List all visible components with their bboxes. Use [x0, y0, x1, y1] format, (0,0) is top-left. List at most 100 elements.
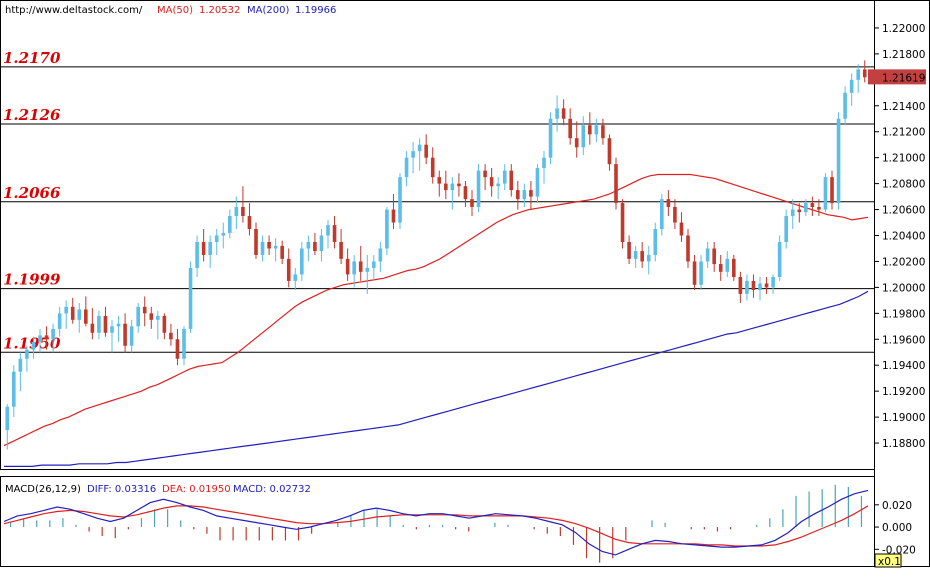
candle-128: [843, 92, 847, 119]
candle-32: [214, 235, 219, 242]
candle-50: [332, 225, 337, 242]
candle-96: [633, 251, 638, 259]
candle-35: [234, 206, 239, 217]
source-url[interactable]: http://www.deltastock.com/: [5, 5, 143, 16]
candle-52: [345, 258, 350, 275]
candle-26: [175, 339, 180, 359]
candle-70: [463, 186, 468, 200]
candle-55: [365, 267, 370, 272]
price-tick-3: 1.21200: [882, 127, 925, 139]
candle-85: [561, 108, 566, 119]
candle-22: [149, 313, 154, 320]
candle-129: [849, 79, 854, 93]
candle-124: [817, 206, 821, 210]
candle-130: [856, 69, 860, 80]
candle-80: [529, 190, 533, 197]
candle-92: [607, 138, 612, 165]
candle-9: [64, 306, 68, 314]
candle-115: [758, 283, 762, 290]
candle-46: [306, 241, 311, 249]
dea-line: [3, 505, 869, 547]
candle-24: [162, 315, 167, 333]
candle-112: [738, 277, 743, 294]
candle-77: [509, 170, 514, 191]
price-tick-12: 1.19400: [882, 360, 925, 372]
candle-20: [136, 306, 140, 327]
candle-78: [516, 190, 520, 200]
candle-91: [601, 125, 605, 139]
candle-1: [12, 371, 16, 407]
candle-114: [751, 280, 756, 290]
price-tick-14: 1.19000: [882, 412, 925, 424]
candle-87: [574, 138, 579, 148]
price-axis: 1.22000 1.21800 1.21400 1.21200 1.21000 1.208…: [868, 23, 926, 450]
candle-73: [483, 170, 487, 178]
candle-65: [430, 157, 435, 178]
level-label-1: 1.2126: [3, 106, 61, 124]
candle-45: [300, 248, 304, 275]
price-tick-10: 1.19800: [882, 308, 925, 320]
macd-tick-2: -0.020: [882, 544, 916, 556]
candle-102: [673, 206, 677, 223]
candle-123: [810, 203, 815, 207]
candle-69: [457, 183, 461, 187]
candle-36: [241, 206, 245, 217]
candle-81: [535, 168, 540, 197]
diff-line: [3, 489, 869, 556]
candle-104: [686, 235, 690, 262]
candle-2: [18, 358, 23, 372]
candle-98: [646, 254, 651, 262]
candle-0: [5, 406, 10, 431]
candle-71: [470, 199, 474, 207]
candle-79: [522, 190, 527, 200]
candle-10: [70, 306, 75, 320]
ma50-line: [3, 173, 869, 447]
level-label-3: 1.1999: [3, 271, 61, 289]
price-tick-8: 1.20200: [882, 256, 925, 268]
price-tick-5: 1.20800: [882, 179, 925, 191]
macd-panel-frame: [0, 476, 875, 567]
multiplier-label: x0.1: [878, 556, 901, 568]
candle-34: [228, 216, 232, 233]
candle-111: [732, 258, 736, 278]
candle-11: [77, 309, 82, 320]
macd-dea: DEA: 0.01950: [162, 484, 231, 495]
level-label-2: 1.2066: [3, 184, 61, 202]
candle-82: [542, 157, 546, 169]
candle-59: [391, 209, 396, 223]
candle-107: [705, 248, 710, 262]
candle-109: [718, 264, 723, 272]
candle-63: [417, 144, 422, 152]
candle-67: [444, 183, 448, 191]
candle-7: [51, 328, 55, 340]
candle-16: [110, 326, 114, 333]
candle-58: [385, 209, 389, 249]
candle-56: [372, 261, 376, 268]
candle-3: [25, 349, 29, 359]
candle-116: [764, 283, 769, 288]
candle-14: [97, 315, 101, 333]
candle-42: [280, 245, 284, 259]
candle-18: [123, 323, 127, 346]
candle-74: [489, 177, 494, 187]
candle-25: [169, 332, 173, 340]
ma50-label: MA(50): [157, 5, 193, 16]
candle-49: [326, 225, 330, 236]
candle-44: [293, 274, 298, 281]
candle-131: [862, 69, 867, 78]
price-tick-13: 1.19200: [882, 386, 925, 398]
candle-86: [568, 118, 572, 139]
candle-103: [679, 222, 684, 236]
candle-108: [712, 248, 716, 265]
candle-118: [777, 241, 782, 278]
candle-113: [745, 280, 749, 294]
candle-125: [823, 177, 828, 210]
candle-6: [44, 335, 49, 340]
candle-21: [142, 306, 147, 314]
candle-31: [208, 241, 212, 255]
candle-4: [31, 341, 36, 350]
candles: [5, 60, 867, 450]
candle-64: [424, 144, 428, 158]
ma200-line: [4, 290, 869, 467]
